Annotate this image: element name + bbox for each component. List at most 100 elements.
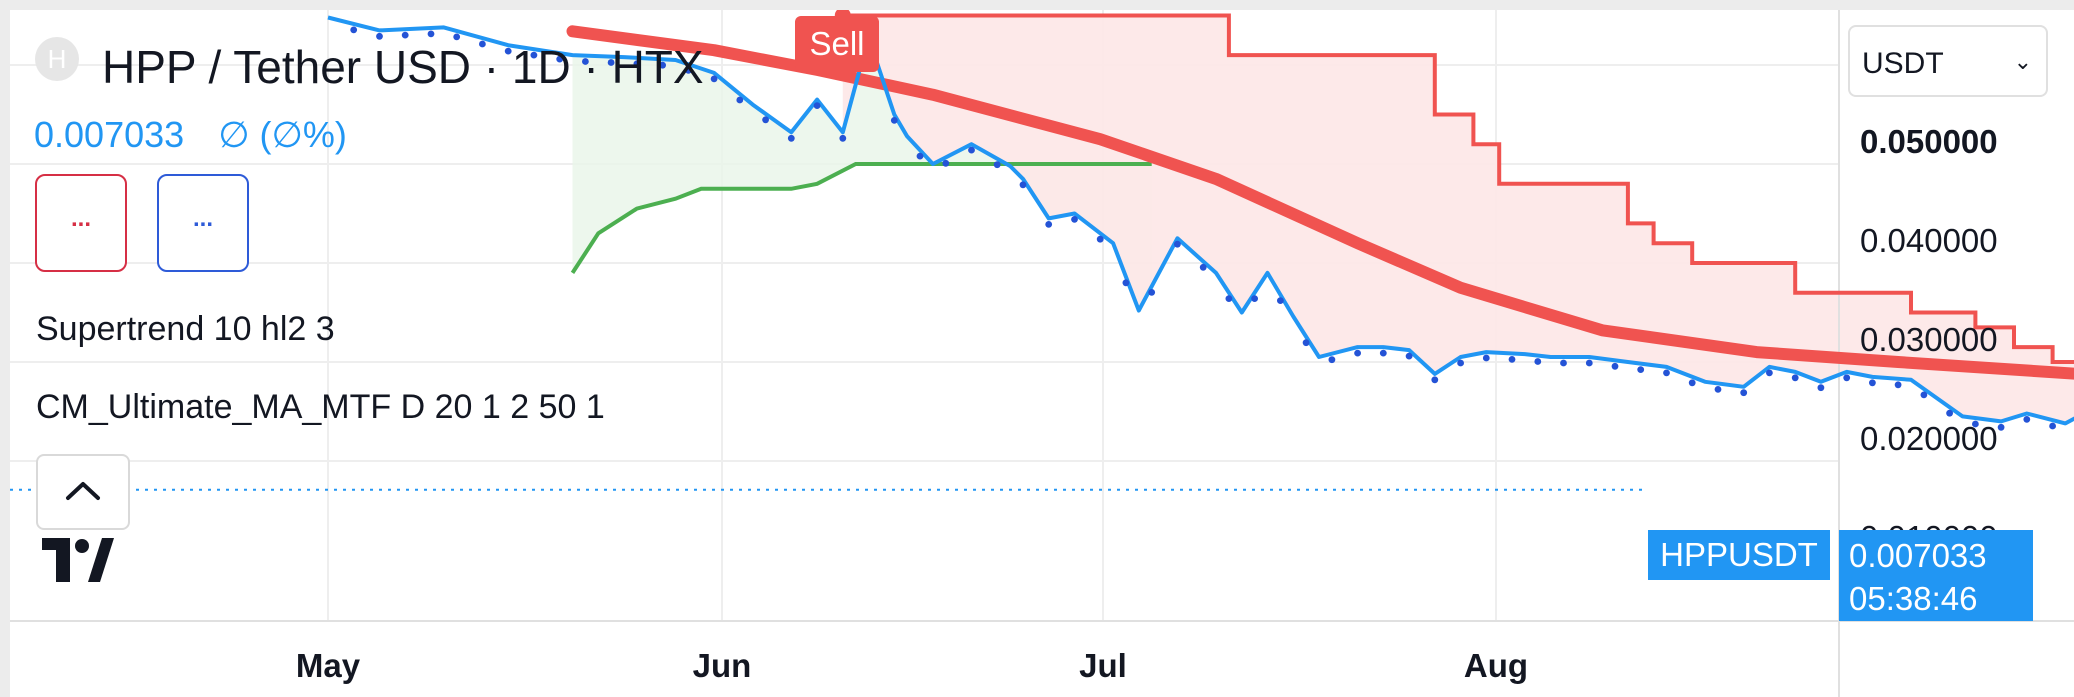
price-point: [787, 134, 795, 142]
price-readout: 0.007033 ∅ (∅%): [34, 114, 347, 156]
price-point: [1663, 369, 1670, 377]
price-point: [2049, 422, 2056, 430]
price-point: [1920, 391, 1928, 399]
price-point: [890, 117, 898, 124]
price-point: [1843, 374, 1851, 382]
price-point: [1277, 297, 1284, 304]
price-point: [1354, 349, 1361, 357]
price-point: [916, 152, 924, 160]
price-point: [839, 134, 847, 142]
price-point: [504, 47, 512, 55]
price-point: [968, 146, 975, 154]
symbol-price-tag: HPPUSDT: [1648, 530, 1830, 580]
indicator-label-supertrend[interactable]: Supertrend 10 hl2 3: [36, 310, 335, 348]
price-point: [942, 159, 950, 167]
series-layer: [327, 10, 2074, 431]
price-point: [1585, 359, 1593, 367]
price-point: [1457, 359, 1464, 367]
price-point: [762, 116, 769, 124]
price-point: [1225, 295, 1233, 302]
price-point: [1122, 279, 1130, 287]
price-point: [2023, 416, 2031, 423]
price-point: [710, 75, 718, 83]
price-point: [1869, 379, 1876, 387]
price-change: ∅ (∅%): [218, 114, 347, 155]
price-point: [530, 51, 538, 59]
supertrend-up-line: [570, 162, 1152, 274]
price-point: [1766, 369, 1773, 377]
price-tick: 0.040000: [1860, 222, 1998, 259]
chart-window: H HPP / Tether USD · 1D · HTX 0.007033 ∅…: [10, 10, 2074, 697]
price-point: [993, 161, 1001, 169]
price-tick: 0.020000: [1860, 420, 1998, 457]
supertrend-down-fill: [842, 15, 2074, 424]
tradingview-logo-icon: [42, 538, 114, 582]
price-point: [1431, 376, 1439, 384]
supertrend-down-line: [842, 13, 2074, 364]
price-point: [1560, 359, 1567, 367]
currency-selector[interactable]: USDT ⌄: [1848, 25, 2048, 97]
price-point: [736, 96, 744, 104]
ma-line: [566, 25, 2074, 380]
time-tick: Jul: [1079, 647, 1127, 684]
price-point: [659, 61, 666, 69]
price-point: [1302, 339, 1310, 347]
price-point: [401, 31, 409, 39]
price-point: [1045, 221, 1053, 228]
price-point: [427, 30, 435, 38]
indicator-label-ma[interactable]: CM_Ultimate_MA_MTF D 20 1 2 50 1: [36, 388, 605, 426]
time-tick: Jun: [692, 647, 752, 684]
time-tick: May: [295, 647, 361, 684]
price-point: [1688, 379, 1696, 387]
currency-value: USDT: [1862, 47, 1944, 80]
price-point: [1534, 358, 1542, 365]
chevron-up-icon: [66, 482, 100, 500]
price-point: [1328, 356, 1336, 364]
time-tick: Aug: [1463, 647, 1529, 684]
price-point: [1199, 263, 1207, 271]
price-point: [1714, 386, 1722, 393]
price-point: [1611, 362, 1619, 370]
price-point: [556, 55, 564, 63]
price-point: [633, 60, 641, 68]
price-point: [1972, 420, 1979, 428]
price-point: [1997, 423, 2005, 431]
price-point: [1817, 384, 1825, 392]
price-point: [1148, 289, 1156, 296]
sell-signal-label: Sell: [795, 16, 879, 72]
price-point: [1071, 216, 1078, 223]
price-point: [1405, 352, 1413, 360]
price-line: [327, 15, 2074, 426]
price-point: [1019, 181, 1027, 189]
last-price-tag-value: 0.007033: [1849, 537, 1987, 574]
price-point: [607, 59, 615, 66]
price-point: [1379, 349, 1387, 357]
price-point: [453, 33, 461, 41]
price-point: [1894, 381, 1902, 389]
bar-countdown: 05:38:46: [1849, 580, 1978, 617]
price-point: [813, 102, 821, 109]
price-point: [1508, 356, 1516, 363]
chart-title[interactable]: HPP / Tether USD · 1D · HTX: [102, 41, 704, 93]
buy-indicator-button[interactable]: ...: [157, 174, 249, 272]
price-point: [685, 66, 692, 74]
price-point: [1482, 354, 1490, 362]
price-point: [1251, 295, 1258, 302]
price-point: [479, 40, 486, 48]
price-point: [1946, 409, 1953, 417]
price-point: [1791, 374, 1799, 382]
chevron-down-icon: ⌄: [2013, 49, 2032, 74]
last-price-tag: 0.007033 05:38:46: [1839, 530, 2033, 621]
collapse-legend-button[interactable]: [36, 454, 130, 530]
last-price-value: 0.007033: [34, 114, 185, 155]
supertrend-fills: [572, 15, 2074, 424]
supertrend-up-fill: [572, 37, 1152, 311]
price-tick: 0.030000: [1860, 321, 1998, 358]
price-point: [376, 32, 383, 40]
price-point: [350, 26, 358, 34]
symbol-logo: H: [35, 37, 79, 81]
price-point: [582, 58, 589, 65]
price-point: [1096, 235, 1104, 243]
price-point: [1174, 240, 1181, 248]
sell-indicator-button[interactable]: ...: [35, 174, 127, 272]
